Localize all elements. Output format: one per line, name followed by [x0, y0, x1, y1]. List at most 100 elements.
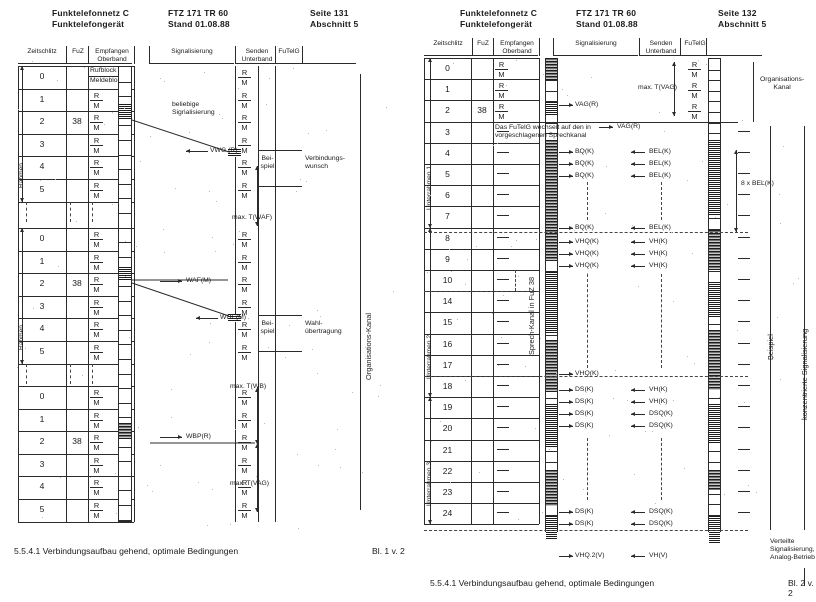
label-dsq-end-0: DSQ(K) [649, 508, 673, 516]
paper-speck [430, 195, 431, 196]
timeslot-number: 21 [424, 445, 471, 455]
cell-r: R [238, 91, 251, 101]
paper-speck [297, 454, 298, 455]
paper-speck [536, 239, 537, 240]
row-separator [18, 134, 134, 135]
ladder-rung [119, 184, 131, 185]
speech-tick-rx [497, 237, 509, 238]
organisations-kanal-label: Organisations-Kanal [364, 313, 373, 380]
cell-m: M [90, 398, 103, 407]
arrow-bq-last [559, 228, 573, 229]
send-rm-17: RM [238, 501, 251, 520]
subframe-label-2: Unterrahmen 3 [426, 462, 433, 506]
paper-speck [204, 72, 205, 73]
paper-speck [692, 253, 693, 254]
label-vhv: VH(V) [649, 552, 668, 560]
paper-speck [140, 161, 141, 162]
paper-speck [727, 204, 728, 205]
example-rule [258, 186, 302, 187]
paper-speck [440, 421, 441, 422]
ladder-rung [709, 324, 720, 325]
span-max-t-wb [257, 388, 258, 444]
label-vh-d1: VH(K) [649, 398, 668, 406]
speech-tick-tx [738, 258, 750, 259]
row-separator [424, 100, 539, 101]
row-separator [424, 397, 539, 398]
ladder-rung [119, 520, 131, 521]
paper-speck [393, 291, 394, 292]
cell-m: M [238, 353, 251, 362]
cell-r: R [90, 388, 103, 398]
row-separator [424, 440, 539, 441]
speech-tick-rx [497, 300, 509, 301]
speech-channel-label: Sprech-Kanal in FuZ 38 [527, 277, 536, 355]
section-dash-2 [424, 376, 748, 377]
cell-r: R [238, 68, 251, 78]
paper-speck [230, 524, 231, 525]
paper-speck [42, 517, 43, 518]
paper-speck [578, 421, 579, 422]
ladder-rung [546, 335, 557, 336]
send-rm-7: RM [238, 253, 251, 272]
row-separator [18, 89, 134, 90]
arrow-vh-d0 [631, 390, 645, 391]
timeslot-number: 18 [424, 381, 471, 391]
cell-r: R [90, 298, 103, 308]
speech-tick-rx [497, 173, 509, 174]
ladder-rung [546, 462, 557, 463]
paper-speck [380, 385, 381, 386]
grid-bottom-rule [424, 524, 539, 525]
speech-tick-rx [497, 406, 509, 407]
paper-speck [535, 428, 536, 429]
cell-r: R [238, 501, 251, 511]
receive-rm-1: RM [90, 91, 103, 110]
speech-gap-dash [515, 270, 516, 291]
frame-gap-dash [26, 364, 27, 384]
arrow-bel-1 [631, 164, 645, 165]
cell-m: M [238, 285, 251, 294]
col-rule-left-2 [88, 66, 89, 522]
timeslot-number: 7 [424, 211, 471, 221]
arrow-bq-0 [559, 152, 573, 153]
paper-speck [216, 201, 217, 202]
paper-speck [82, 375, 83, 376]
burst-tx-2 [709, 282, 720, 318]
cell-r: R [495, 102, 508, 112]
paper-speck [556, 373, 557, 374]
paper-speck [320, 316, 321, 317]
ladder-rung [119, 125, 131, 126]
cell-m: M [688, 70, 701, 79]
paper-speck [493, 145, 494, 146]
paper-speck [540, 338, 541, 339]
cell-m: M [495, 70, 508, 79]
paper-speck [150, 136, 151, 137]
speech-tick-rx [497, 343, 509, 344]
paper-speck [84, 67, 85, 68]
colhead-receive: Empfangen Oberband [90, 48, 134, 64]
timeslot-number: 4 [18, 481, 66, 491]
ladder-rung [119, 490, 131, 491]
colhead-signalling: Signalisierung [152, 48, 232, 56]
send-rm-0: RM [238, 68, 251, 87]
cell-m: M [90, 421, 103, 430]
arrow-bel-0 [631, 152, 645, 153]
example-tag-2: Bei- spiel [259, 320, 276, 336]
paper-speck [574, 230, 575, 231]
speech-tick-tx [738, 427, 750, 428]
speech-tick-tx [738, 300, 750, 301]
cell-m: M [238, 488, 251, 497]
cell-r: R [90, 253, 103, 263]
cell-r: R [90, 320, 103, 330]
paper-speck [467, 259, 468, 260]
label-konzentrierte-signalisierung: konzentrierte Signalisierung [800, 329, 809, 420]
ladder-rung [709, 80, 720, 81]
receive-rm-11: RM [90, 343, 103, 362]
cell-m: M [238, 240, 251, 249]
paper-speck [55, 179, 56, 180]
timeslot-number: 2 [18, 278, 66, 288]
ladder-rung [119, 315, 131, 316]
paper-speck [300, 179, 301, 180]
label-vhq-1: VHQ(K) [575, 250, 599, 258]
timeslot-number: 4 [424, 148, 471, 158]
arrow-bq-1 [559, 164, 573, 165]
